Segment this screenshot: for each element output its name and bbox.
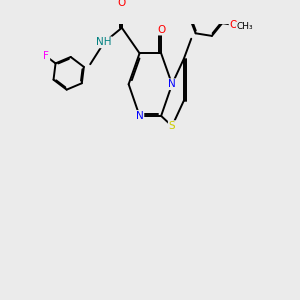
Text: N: N [168,79,176,89]
Text: O: O [230,20,238,30]
Text: O: O [157,25,165,34]
Text: N: N [136,111,143,121]
Text: O: O [118,0,126,8]
Text: S: S [169,121,176,131]
Text: F: F [44,51,49,62]
Text: CH₃: CH₃ [237,22,253,31]
Text: NH: NH [96,38,112,47]
